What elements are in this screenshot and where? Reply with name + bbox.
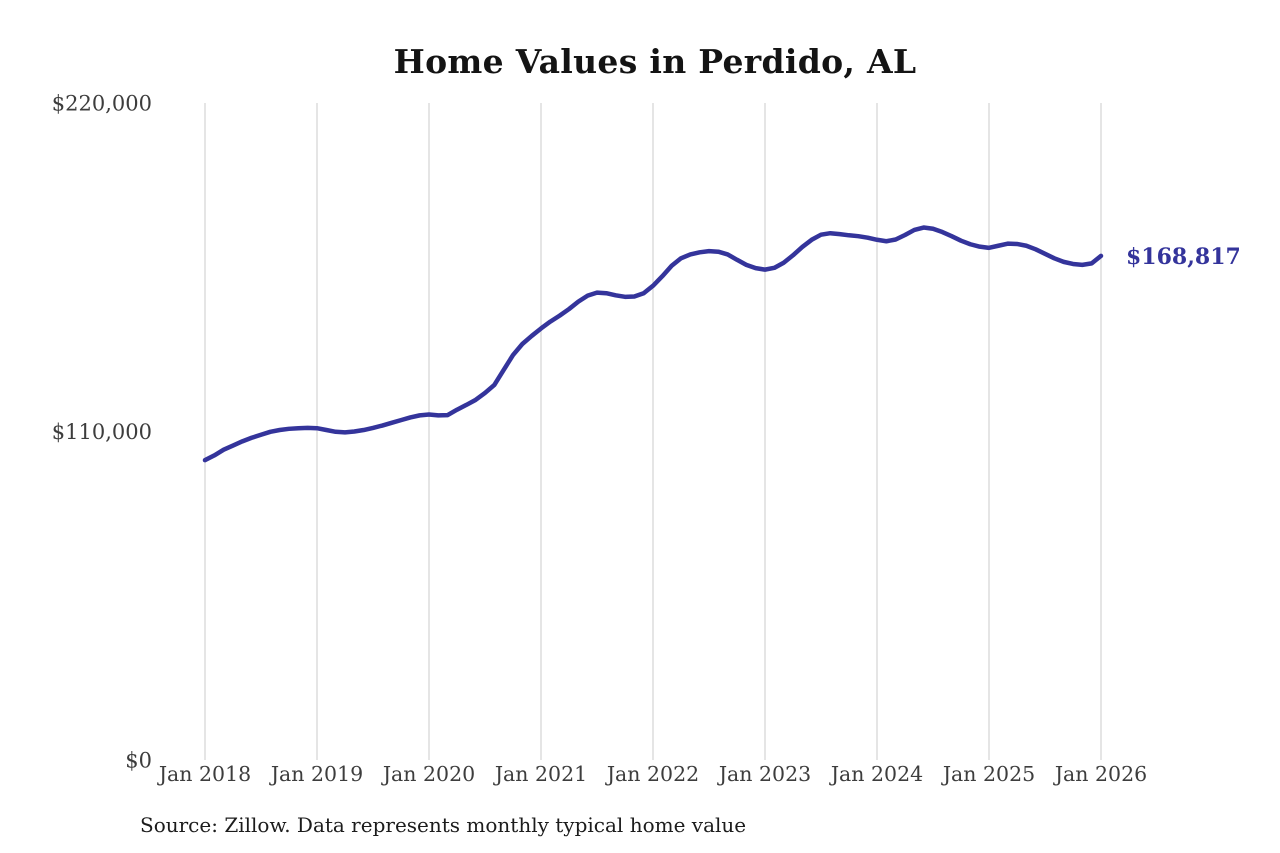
y-tick-label: $110,000 — [52, 420, 152, 444]
source-note: Source: Zillow. Data represents monthly … — [140, 813, 747, 837]
x-tick-label: Jan 2024 — [829, 762, 923, 786]
y-tick-label: $220,000 — [52, 92, 152, 116]
y-tick-label: $0 — [125, 749, 152, 773]
x-tick-label: Jan 2025 — [941, 762, 1035, 786]
x-tick-label: Jan 2023 — [717, 762, 811, 786]
x-tick-label: Jan 2026 — [1053, 762, 1147, 786]
x-tick-label: Jan 2022 — [605, 762, 699, 786]
x-tick-label: Jan 2021 — [493, 762, 587, 786]
latest-value-label: $168,817 — [1126, 243, 1241, 270]
x-tick-label: Jan 2018 — [157, 762, 251, 786]
chart-title: Home Values in Perdido, AL — [393, 42, 917, 81]
x-tick-label: Jan 2019 — [269, 762, 363, 786]
x-tick-label: Jan 2020 — [381, 762, 475, 786]
home-value-line — [202, 225, 1104, 463]
